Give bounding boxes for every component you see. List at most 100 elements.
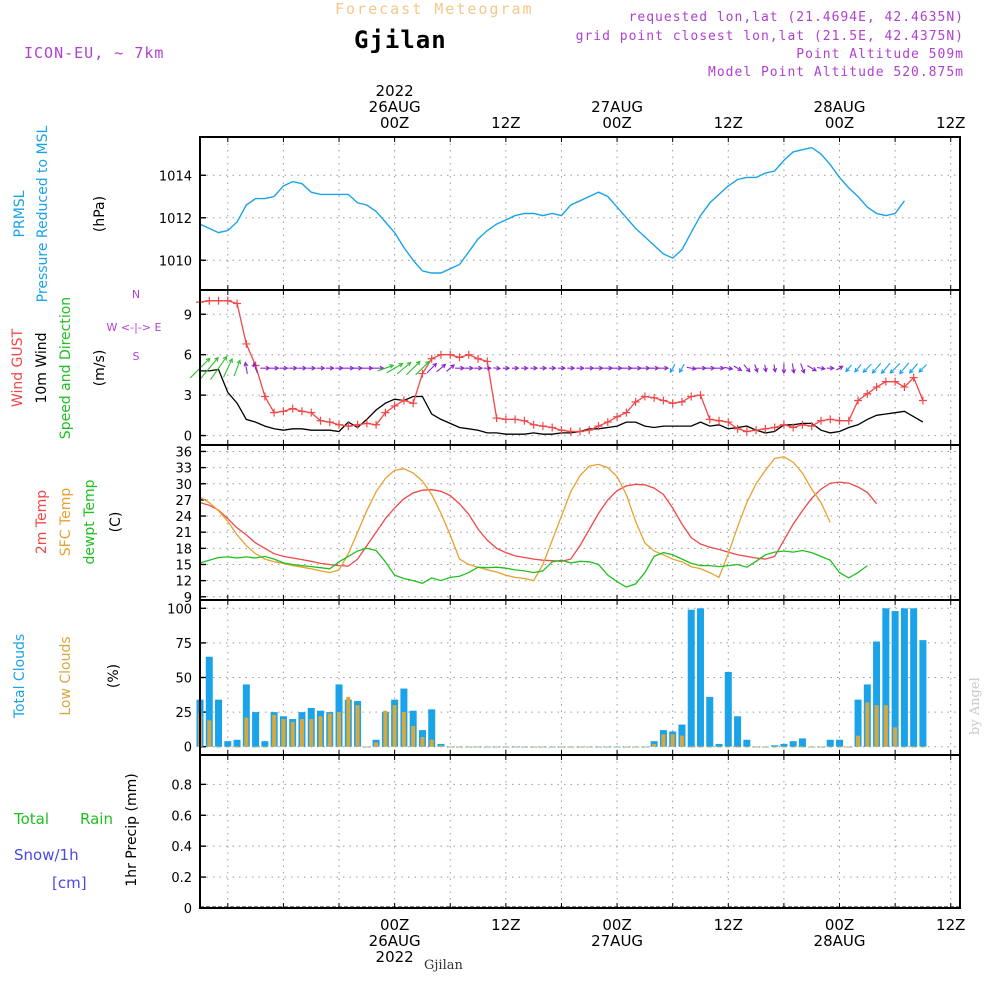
wind-arrow-head (908, 368, 914, 374)
y-tick-label: 100 (167, 602, 192, 617)
legend-snow-unit: [cm] (52, 874, 87, 892)
gust-marker (752, 426, 761, 435)
wind-direction-arrow (511, 365, 520, 371)
wind-direction-arrow (406, 360, 421, 376)
low-clouds-bar (559, 746, 564, 748)
low-clouds-bar (272, 714, 277, 747)
wind-arrow-shaft (669, 363, 676, 373)
low-clouds-bar (485, 746, 490, 748)
wind-arrow-shaft (244, 362, 248, 374)
gust-marker (427, 354, 436, 363)
wind-direction-arrow (210, 355, 228, 380)
gust-marker (891, 377, 900, 386)
low-clouds-bar (253, 746, 258, 748)
gust-marker (557, 426, 566, 435)
wind-arrow-shaft (791, 363, 795, 373)
wind-arrow-shaft (881, 362, 891, 374)
total-clouds-bar (252, 712, 260, 747)
wind-direction-arrow (791, 363, 796, 375)
precip-label: 1hr Precip (mm) (124, 773, 140, 886)
low-clouds-bar (216, 746, 221, 748)
y-tick-label: 75 (175, 637, 192, 652)
y-tick-label: 24 (175, 510, 192, 525)
wind-arrow-head (505, 365, 511, 371)
footer-location: Gjilan (424, 958, 463, 973)
wind-direction-arrow (705, 365, 716, 371)
total-clouds-bar (798, 738, 806, 747)
gust-marker (270, 408, 279, 417)
bottom-axis-label: 00Z (602, 916, 631, 934)
wind-arrow-head (460, 365, 466, 371)
gust-marker (816, 416, 825, 425)
gust-marker (668, 399, 677, 408)
wind-direction-arrow (270, 365, 280, 371)
low-clouds-bar (476, 746, 481, 748)
wind-speed-direction-label: Speed and Direction (58, 297, 74, 439)
total-clouds-bar (771, 745, 779, 747)
wind-arrow-shaft (899, 362, 910, 374)
wind-direction-arrow (686, 366, 697, 371)
top-axis-label: 27AUG (591, 98, 643, 116)
low-clouds-bar (262, 746, 267, 748)
wind-direction-arrow (880, 362, 891, 375)
wind-direction-arrow (307, 365, 317, 371)
wind-arrow-head (889, 369, 895, 374)
low-clouds-bar (726, 746, 731, 748)
y-tick-label: 12 (175, 575, 192, 590)
wind-arrow-shaft (724, 366, 733, 370)
location-title: Gjilan (354, 26, 447, 54)
pressure-label-long: Pressure Reduced to MSL (35, 125, 51, 302)
low-clouds-bar (800, 746, 805, 748)
low-clouds-bar (809, 746, 814, 748)
wind-arrow-head (338, 365, 344, 371)
low-clouds-bar (318, 716, 323, 747)
top-axis-label: 2022 (376, 82, 414, 100)
panel-frame-pressure (199, 136, 961, 291)
wind-arrow-head (720, 365, 725, 371)
low-clouds-bar (670, 734, 675, 747)
wind-arrow-shaft (386, 363, 403, 374)
wind-arrow-shaft (807, 365, 817, 372)
wind-10m-label: 10m Wind (34, 332, 50, 403)
wind-arrow-head (691, 366, 697, 371)
gust-marker (715, 416, 724, 425)
wind-direction-arrow (558, 365, 567, 371)
gust-marker (631, 397, 640, 406)
t2m-line (199, 481, 878, 567)
top-axis-label: 00Z (825, 114, 854, 132)
wind-direction-arrow (630, 365, 643, 371)
wind-direction-arrow (353, 365, 364, 371)
low-clouds-bar (717, 746, 722, 748)
low-clouds-bar (513, 746, 518, 748)
low-clouds-bar (744, 746, 749, 748)
low-clouds-bar (466, 746, 471, 748)
wind-direction-arrow (567, 365, 576, 371)
bottom-axis-label: 00Z (825, 916, 854, 934)
wind-direction-arrow (474, 365, 484, 371)
wind-arrow-shaft (889, 362, 901, 374)
wind-arrow-shaft (253, 363, 258, 374)
y-tick-label: 25 (175, 706, 192, 721)
gust-marker (353, 420, 362, 429)
total-clouds-bar (910, 608, 918, 747)
low-clouds-bar (893, 727, 898, 747)
gust-marker (205, 296, 214, 305)
wind-arrow-head (551, 365, 557, 371)
low-clouds-bar (698, 746, 703, 748)
wind-arrow-head (598, 365, 604, 371)
low-clouds-bar (392, 705, 397, 747)
gust-marker (909, 373, 918, 382)
low-clouds-bar (568, 746, 573, 748)
gust-marker (918, 396, 927, 405)
gust-marker (835, 416, 844, 425)
legend-snow: Snow/1h (14, 846, 79, 864)
wind-arrow-shaft (733, 365, 742, 371)
low-clouds-bar (763, 746, 768, 748)
wind-arrow-head (542, 365, 548, 371)
gust-marker (446, 350, 455, 359)
low-clouds-bar (448, 746, 453, 748)
bottom-axis-label: 00Z (380, 916, 409, 934)
wind-direction-arrow (464, 365, 475, 371)
y-tick-label: 18 (175, 542, 192, 557)
wind-arrow-shaft (872, 362, 882, 374)
